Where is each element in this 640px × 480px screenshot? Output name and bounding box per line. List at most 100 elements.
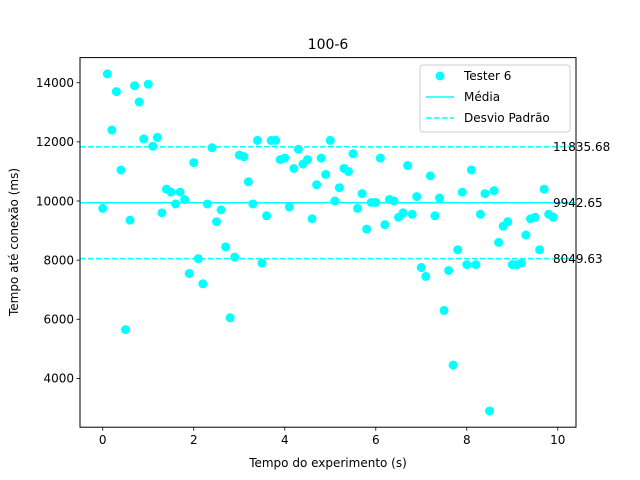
x-tick-label: 10 — [550, 433, 565, 447]
data-point — [239, 152, 249, 162]
data-point — [207, 143, 217, 153]
data-point — [353, 203, 363, 213]
data-point — [257, 258, 267, 268]
data-point — [216, 205, 226, 215]
data-point — [271, 135, 281, 145]
data-point — [334, 183, 344, 193]
y-tick-label: 10000 — [36, 194, 74, 208]
data-point — [284, 202, 294, 212]
data-point — [143, 79, 153, 89]
x-tick-label: 8 — [463, 433, 471, 447]
data-point — [202, 199, 212, 209]
data-point — [416, 263, 426, 273]
chart-title: 100-6 — [308, 37, 349, 53]
data-point — [243, 177, 253, 187]
data-point — [225, 313, 235, 323]
data-point — [398, 208, 408, 218]
data-point — [362, 224, 372, 234]
data-point — [539, 184, 549, 194]
reference-line-label: 8049.63 — [553, 252, 603, 266]
data-point — [321, 169, 331, 179]
data-point — [489, 186, 499, 196]
y-axis-label: Tempo até conexão (ms) — [7, 168, 21, 317]
y-axis: 4000 6000 8000 10000 12000 14000 — [36, 76, 80, 386]
data-point — [535, 245, 545, 255]
data-point — [175, 187, 185, 197]
reference-line-label: 9942.65 — [553, 196, 603, 210]
x-tick-label: 4 — [281, 433, 289, 447]
data-point — [325, 135, 335, 145]
plot-marks — [80, 69, 576, 416]
data-point — [125, 215, 135, 225]
data-point — [98, 203, 108, 213]
data-point — [407, 209, 417, 219]
y-tick-label: 6000 — [43, 313, 74, 327]
data-point — [171, 199, 181, 209]
data-point — [102, 69, 112, 79]
data-point — [471, 260, 481, 270]
data-point — [453, 245, 463, 255]
data-point — [462, 260, 472, 270]
data-point — [330, 196, 340, 206]
y-tick-label: 12000 — [36, 135, 74, 149]
data-point — [121, 325, 130, 335]
x-axis-label: Tempo do experimento (s) — [248, 456, 407, 470]
data-point — [421, 271, 431, 281]
data-point — [166, 187, 176, 197]
data-point — [111, 87, 121, 97]
data-point — [430, 211, 440, 221]
data-point — [521, 230, 531, 240]
data-point — [412, 192, 422, 202]
data-point — [503, 217, 513, 227]
x-tick-label: 6 — [372, 433, 380, 447]
data-point — [312, 180, 322, 190]
data-point — [494, 237, 504, 247]
data-point — [444, 265, 454, 275]
x-tick-label: 2 — [190, 433, 198, 447]
legend-label-mean: Média — [464, 90, 500, 104]
data-point — [289, 163, 299, 173]
data-point — [212, 217, 222, 227]
data-point — [457, 187, 467, 197]
data-point — [516, 258, 526, 268]
data-point — [357, 189, 367, 199]
data-point — [193, 254, 203, 264]
plot-area: 9942.65 11835.68 8049.63 — [80, 69, 610, 416]
data-point — [116, 165, 126, 175]
y-tick-label: 14000 — [36, 76, 74, 90]
data-point — [252, 135, 262, 145]
data-point — [303, 155, 313, 165]
data-point — [475, 209, 485, 219]
data-point — [180, 195, 190, 205]
data-point — [130, 81, 140, 91]
x-tick-label: 0 — [99, 433, 107, 447]
axes-frame — [79, 57, 577, 428]
reference-line-label: 11835.68 — [553, 140, 610, 154]
data-point — [380, 220, 390, 230]
legend: Tester 6 Média Desvio Padrão — [419, 64, 571, 133]
legend-box — [419, 64, 571, 133]
data-point — [348, 149, 358, 159]
data-point — [343, 166, 353, 176]
data-point — [134, 97, 144, 107]
y-tick-label: 4000 — [43, 372, 74, 386]
data-point — [139, 134, 149, 144]
data-point — [221, 242, 231, 252]
data-point — [248, 199, 258, 209]
data-point — [403, 161, 413, 171]
data-point — [485, 406, 495, 416]
data-point — [107, 125, 117, 135]
data-point — [434, 193, 444, 203]
data-point — [466, 165, 476, 175]
data-point — [198, 279, 208, 289]
data-point — [184, 268, 194, 278]
legend-label-scatter: Tester 6 — [463, 69, 511, 83]
data-point — [262, 211, 272, 221]
data-point — [548, 212, 558, 222]
legend-marker-scatter — [435, 71, 445, 81]
data-point — [152, 132, 162, 142]
data-point — [439, 305, 449, 315]
legend-label-std: Desvio Padrão — [464, 111, 550, 125]
data-point — [316, 153, 326, 163]
